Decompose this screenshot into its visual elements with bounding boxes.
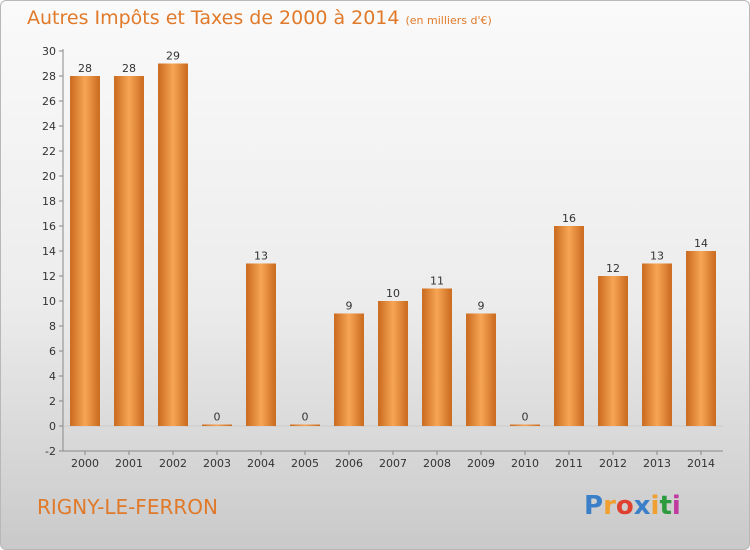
- x-tick-label: 2008: [423, 457, 451, 470]
- bar: [114, 76, 144, 426]
- chart-title: Autres Impôts et Taxes de 2000 à 2014 (en…: [27, 7, 492, 29]
- x-tick-label: 2000: [71, 457, 99, 470]
- x-tick-label: 2014: [687, 457, 715, 470]
- y-tick-label: 0: [49, 420, 56, 433]
- bar: [466, 313, 496, 426]
- x-tick-label: 2013: [643, 457, 671, 470]
- y-tick-label: 22: [42, 145, 56, 158]
- y-tick-label: 18: [42, 195, 56, 208]
- y-tick-label: 20: [42, 170, 56, 183]
- chart-title-text: Autres Impôts et Taxes de 2000 à 2014: [27, 7, 400, 29]
- x-tick-label: 2002: [159, 457, 187, 470]
- logo-letter: o: [615, 491, 634, 521]
- proxiti-logo: Proxiti: [584, 491, 681, 521]
- bar: [686, 251, 716, 426]
- y-tick-label: 2: [49, 395, 56, 408]
- data-label: 9: [478, 300, 485, 313]
- logo-letter: i: [671, 491, 681, 521]
- data-label: 28: [78, 62, 92, 75]
- x-tick-label: 2012: [599, 457, 627, 470]
- x-axis: 2000 2001 2002 2003 2004 2005 2006 2007 2008 2009…: [63, 425, 723, 470]
- x-tick-label: 2006: [335, 457, 363, 470]
- y-tick-label: 12: [42, 270, 56, 283]
- y-tick-label: 6: [49, 345, 56, 358]
- y-tick-label: 28: [42, 70, 56, 83]
- bar: [510, 424, 540, 426]
- bar: [642, 263, 672, 426]
- x-tick-label: 2001: [115, 457, 143, 470]
- data-label: 14: [694, 237, 708, 250]
- y-tick-label: 24: [42, 120, 56, 133]
- bars: [70, 63, 716, 426]
- y-tick-label: 4: [49, 370, 56, 383]
- data-label: 10: [386, 287, 400, 300]
- bar: [70, 76, 100, 426]
- y-tick-label: 30: [42, 45, 56, 58]
- logo-letter: x: [633, 491, 651, 521]
- y-tick-label: -2: [45, 445, 56, 458]
- commune-name: RIGNY-LE-FERRON: [37, 495, 218, 519]
- data-label: 16: [562, 212, 576, 225]
- data-labels: 28 28 29 0 13 0 9 10 11 9 0 16 12 13 14: [78, 50, 708, 424]
- bar: [158, 63, 188, 426]
- bar: [246, 263, 276, 426]
- y-tick-label: 26: [42, 95, 56, 108]
- bar: [422, 288, 452, 426]
- data-label: 12: [606, 262, 620, 275]
- x-tick-label: 2010: [511, 457, 539, 470]
- x-tick-label: 2004: [247, 457, 275, 470]
- bar: [378, 301, 408, 426]
- logo-letter: r: [603, 491, 616, 521]
- x-tick-label: 2005: [291, 457, 319, 470]
- logo-letter: P: [584, 491, 604, 521]
- x-tick-label: 2011: [555, 457, 583, 470]
- data-label: 0: [522, 411, 529, 424]
- bar: [334, 313, 364, 426]
- bar: [290, 424, 320, 426]
- x-tick-label: 2007: [379, 457, 407, 470]
- data-label: 9: [346, 300, 353, 313]
- y-tick-label: 10: [42, 295, 56, 308]
- data-label: 0: [302, 411, 309, 424]
- data-label: 28: [122, 62, 136, 75]
- bar: [202, 424, 232, 426]
- y-tick-label: 8: [49, 320, 56, 333]
- y-tick-label: 14: [42, 245, 56, 258]
- bar: [554, 226, 584, 426]
- chart-unit-note: (en milliers d'€): [405, 14, 492, 27]
- y-tick-label: 16: [42, 220, 56, 233]
- data-label: 0: [214, 411, 221, 424]
- bar: [598, 276, 628, 426]
- data-label: 29: [166, 50, 180, 63]
- data-label: 13: [650, 250, 664, 263]
- x-tick-label: 2003: [203, 457, 231, 470]
- data-label: 11: [430, 275, 444, 288]
- x-tick-label: 2009: [467, 457, 495, 470]
- logo-letter: i: [650, 491, 660, 521]
- data-label: 13: [254, 250, 268, 263]
- logo-letter: t: [659, 491, 672, 521]
